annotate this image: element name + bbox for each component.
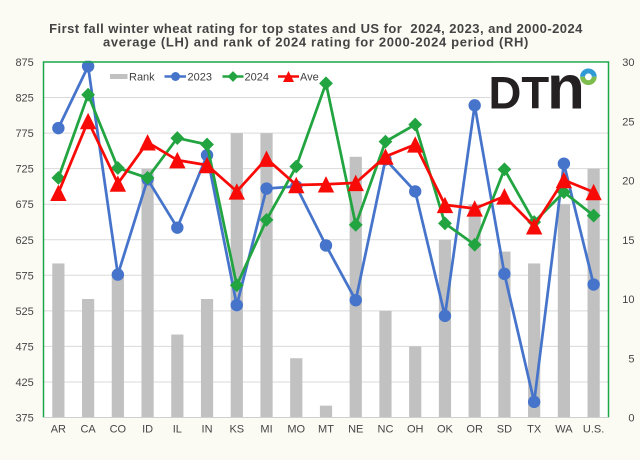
svg-text:NE: NE xyxy=(348,424,363,436)
svg-text:Rank: Rank xyxy=(129,72,155,84)
svg-text:475: 475 xyxy=(15,341,33,353)
svg-text:TX: TX xyxy=(527,424,542,436)
svg-text:2023: 2023 xyxy=(188,72,212,84)
svg-text:n: n xyxy=(547,54,585,123)
svg-text:KS: KS xyxy=(229,424,244,436)
svg-text:425: 425 xyxy=(15,377,33,389)
svg-text:IN: IN xyxy=(202,424,213,436)
svg-text:OR: OR xyxy=(466,424,483,436)
svg-text:25: 25 xyxy=(622,116,634,128)
svg-text:MO: MO xyxy=(287,424,305,436)
svg-text:First fall winter wheat rating: First fall winter wheat rating for top s… xyxy=(49,21,583,36)
svg-text:875: 875 xyxy=(15,57,33,69)
svg-text:575: 575 xyxy=(15,270,33,282)
svg-text:525: 525 xyxy=(15,306,33,318)
svg-text:ID: ID xyxy=(142,424,153,436)
svg-text:OK: OK xyxy=(437,424,454,436)
svg-text:NC: NC xyxy=(378,424,394,436)
svg-text:725: 725 xyxy=(15,164,33,176)
svg-text:Ave: Ave xyxy=(300,72,319,84)
svg-text:825: 825 xyxy=(15,93,33,105)
svg-text:30: 30 xyxy=(622,57,634,69)
svg-text:MI: MI xyxy=(260,424,272,436)
svg-text:625: 625 xyxy=(15,235,33,247)
svg-text:2024: 2024 xyxy=(245,72,269,84)
svg-text:375: 375 xyxy=(15,413,33,425)
svg-text:average (LH) and rank of 2024: average (LH) and rank of 2024 rating for… xyxy=(103,35,529,50)
svg-text:10: 10 xyxy=(622,294,634,306)
svg-text:DT: DT xyxy=(489,68,550,119)
svg-text:15: 15 xyxy=(622,235,634,247)
svg-text:AR: AR xyxy=(51,424,66,436)
svg-text:SD: SD xyxy=(497,424,512,436)
svg-text:CO: CO xyxy=(110,424,127,436)
svg-text:675: 675 xyxy=(15,199,33,211)
svg-text:775: 775 xyxy=(15,128,33,140)
svg-text:0: 0 xyxy=(628,413,634,425)
svg-text:IL: IL xyxy=(173,424,182,436)
svg-text:U.S.: U.S. xyxy=(583,424,604,436)
svg-text:CA: CA xyxy=(80,424,96,436)
svg-text:20: 20 xyxy=(622,176,634,188)
svg-text:MT: MT xyxy=(318,424,334,436)
svg-text:OH: OH xyxy=(407,424,424,436)
svg-text:WA: WA xyxy=(555,424,573,436)
svg-text:5: 5 xyxy=(628,353,634,365)
